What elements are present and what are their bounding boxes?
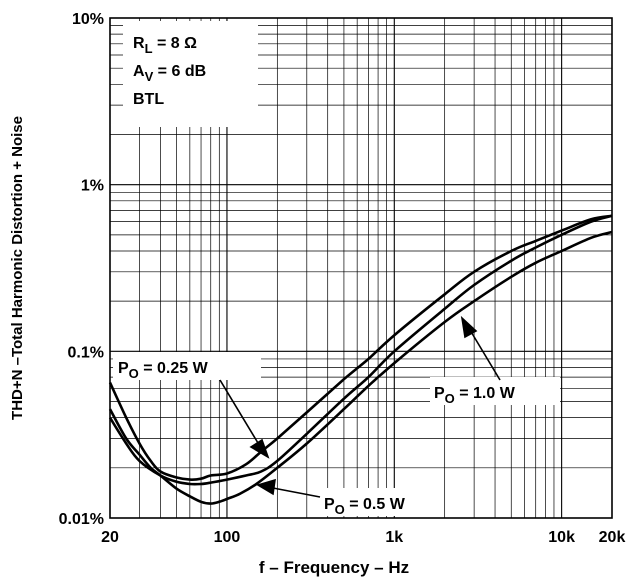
plot-frame [109, 17, 613, 519]
y-tick-label: 0.01% [59, 511, 104, 528]
x-tick-label: 20 [101, 529, 119, 546]
annotation-arrows [219, 315, 501, 498]
series-label-bg [113, 352, 261, 380]
x-axis-label: f – Frequency – Hz [259, 558, 409, 577]
arrow-line-0.5w [272, 487, 321, 498]
arrowhead-1.0w [460, 315, 478, 339]
arrow-line-1.0w [469, 329, 501, 381]
rl-label: RL = 8 Ω [133, 35, 197, 56]
arrow-line-0.25w [219, 379, 259, 444]
x-tick-label: 100 [214, 529, 241, 546]
series-line-2 [108, 230, 613, 505]
x-tick-label: 20k [599, 529, 626, 546]
series-label-bg [320, 488, 442, 516]
y-tick-labels: 0.01% 0.1% 1% 10% [59, 11, 104, 528]
arrowhead-0.5w [256, 478, 276, 496]
arrowhead-0.25w [249, 438, 270, 459]
y-tick-label: 0.1% [68, 344, 104, 361]
series-curves [108, 214, 613, 505]
y-tick-label: 1% [81, 178, 104, 195]
series-label-0.5w: PO = 0.5 W [320, 488, 442, 517]
conditions-box: RL = 8 Ω AV = 6 dB BTL [123, 21, 258, 127]
series-label-0.25w: PO = 0.25 W [113, 352, 261, 381]
x-tick-label: 10k [548, 529, 575, 546]
y-axis-label: THD+N –Total Harmonic Distortion + Noise [9, 116, 26, 420]
conditions-box-bg [123, 21, 258, 127]
y-tick-label: 10% [72, 11, 104, 28]
series-line-1 [108, 214, 613, 486]
series-label-1.0w: PO = 1.0 W [430, 377, 560, 406]
x-tick-label: 1k [385, 529, 403, 546]
mode-label: BTL [133, 91, 164, 108]
series-label-text: PO = 0.5 W [324, 496, 406, 517]
series-line-0 [108, 214, 613, 481]
x-tick-labels: 20 100 1k 10k 20k [101, 529, 625, 546]
series-label-bg [430, 377, 560, 405]
series-label-text: PO = 1.0 W [434, 385, 516, 406]
av-label: AV = 6 dB [133, 63, 206, 84]
series-label-text: PO = 0.25 W [118, 360, 209, 381]
